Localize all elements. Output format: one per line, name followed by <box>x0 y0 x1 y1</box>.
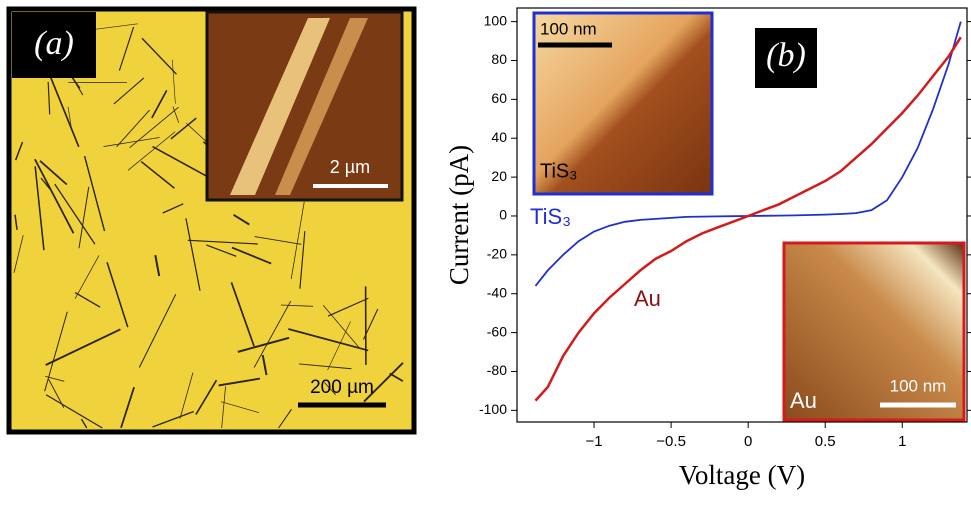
inset-scale: 100 nm <box>890 376 947 395</box>
y-tick-label: -100 <box>479 401 507 417</box>
y-tick-label: 20 <box>491 168 507 184</box>
y-tick-label: 100 <box>484 12 508 28</box>
x-tick-label: 0 <box>744 433 752 450</box>
panel-b: -100 -80 -60 -40 -20 0 20 40 60 80 100 −1 −0.5 0 0.5 1 V… <box>444 8 971 490</box>
panel-label: (b) <box>766 37 806 74</box>
y-axis-label: Current (pA) <box>444 145 474 285</box>
y-tick-label: -20 <box>487 246 507 262</box>
panel-label: (a) <box>34 25 74 62</box>
inset-label: TiS₃ <box>540 160 577 182</box>
y-tick-label: -60 <box>487 323 507 339</box>
y-tick-label: 0 <box>499 207 507 223</box>
x-axis-label: Voltage (V) <box>679 460 805 490</box>
series-label: Au <box>634 286 661 311</box>
series-label: TiS₃ <box>530 204 571 229</box>
figure: 2 µm (a) 200 µm -100 -80 -60 -40 -20 0 20 40 60 8… <box>0 0 971 500</box>
y-tick-label: 60 <box>491 90 507 106</box>
x-tick-label: 1 <box>898 433 906 450</box>
inset-label: Au <box>790 388 817 413</box>
x-tick-label: −1 <box>586 433 603 450</box>
y-tick-label: 40 <box>491 129 507 145</box>
y-tick-label: -40 <box>487 284 507 300</box>
x-tick-label: 0.5 <box>815 433 836 450</box>
scale-label: 200 µm <box>310 377 374 398</box>
x-tick-label: −0.5 <box>656 433 686 450</box>
panel-a: 2 µm (a) 200 µm <box>9 9 414 432</box>
inset-scale: 100 nm <box>540 19 597 38</box>
y-tick-label: -80 <box>487 362 507 378</box>
y-tick-label: 80 <box>491 51 507 67</box>
inset-scale: 2 µm <box>330 157 370 177</box>
